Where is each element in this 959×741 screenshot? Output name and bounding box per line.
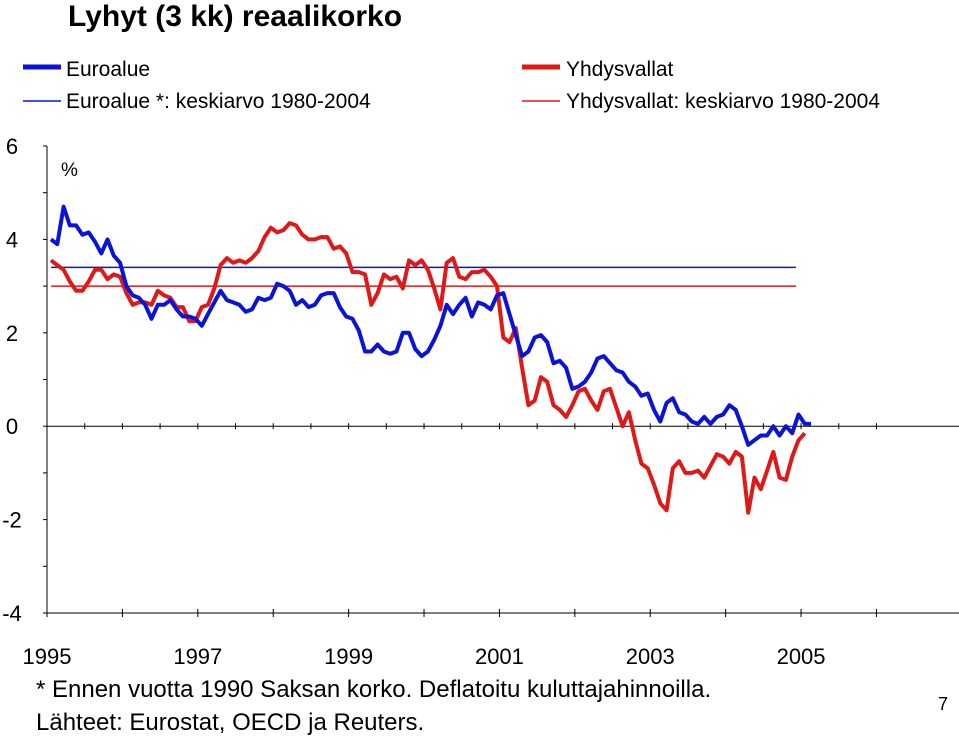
euro-series-line [49, 204, 811, 447]
y-tick-label: 2 [6, 321, 18, 346]
y-tick-label: 6 [6, 134, 18, 159]
legend-label-euro: Euroalue [66, 58, 151, 81]
legend-swatch-us [522, 64, 560, 70]
x-tick-label: 2005 [777, 644, 826, 669]
x-tick-label: 2001 [475, 644, 524, 669]
x-tick-label: 2003 [626, 644, 675, 669]
y-tick-label: 4 [6, 227, 18, 252]
x-tick-label: 1999 [324, 644, 373, 669]
legend-swatch-euro [23, 64, 61, 70]
footnote: * Ennen vuotta 1990 Saksan korko. Deflat… [36, 676, 712, 703]
x-tick-label: 1997 [173, 644, 222, 669]
us-series-line [49, 221, 807, 515]
chart-title: Lyhyt (3 kk) reaalikorko [68, 0, 403, 33]
y-tick-label: -4 [2, 601, 22, 626]
page-number: 7 [938, 694, 949, 714]
legend-label-euro-avg: Euroalue *: keskiarvo 1980-2004 [66, 90, 371, 113]
legend-label-us-avg: Yhdysvallat: keskiarvo 1980-2004 [566, 90, 881, 113]
y-axis-unit-label: % [61, 160, 78, 181]
source-note: Lähteet: Eurostat, OECD ja Reuters. [36, 709, 425, 736]
legend-swatch-us-avg [522, 100, 560, 102]
x-tick-label: 1995 [23, 644, 72, 669]
y-tick-label: -2 [2, 508, 22, 533]
legend-swatch-euro-avg [23, 100, 61, 102]
legend-label-us: Yhdysvallat [566, 58, 674, 81]
y-tick-label: 0 [6, 414, 18, 439]
